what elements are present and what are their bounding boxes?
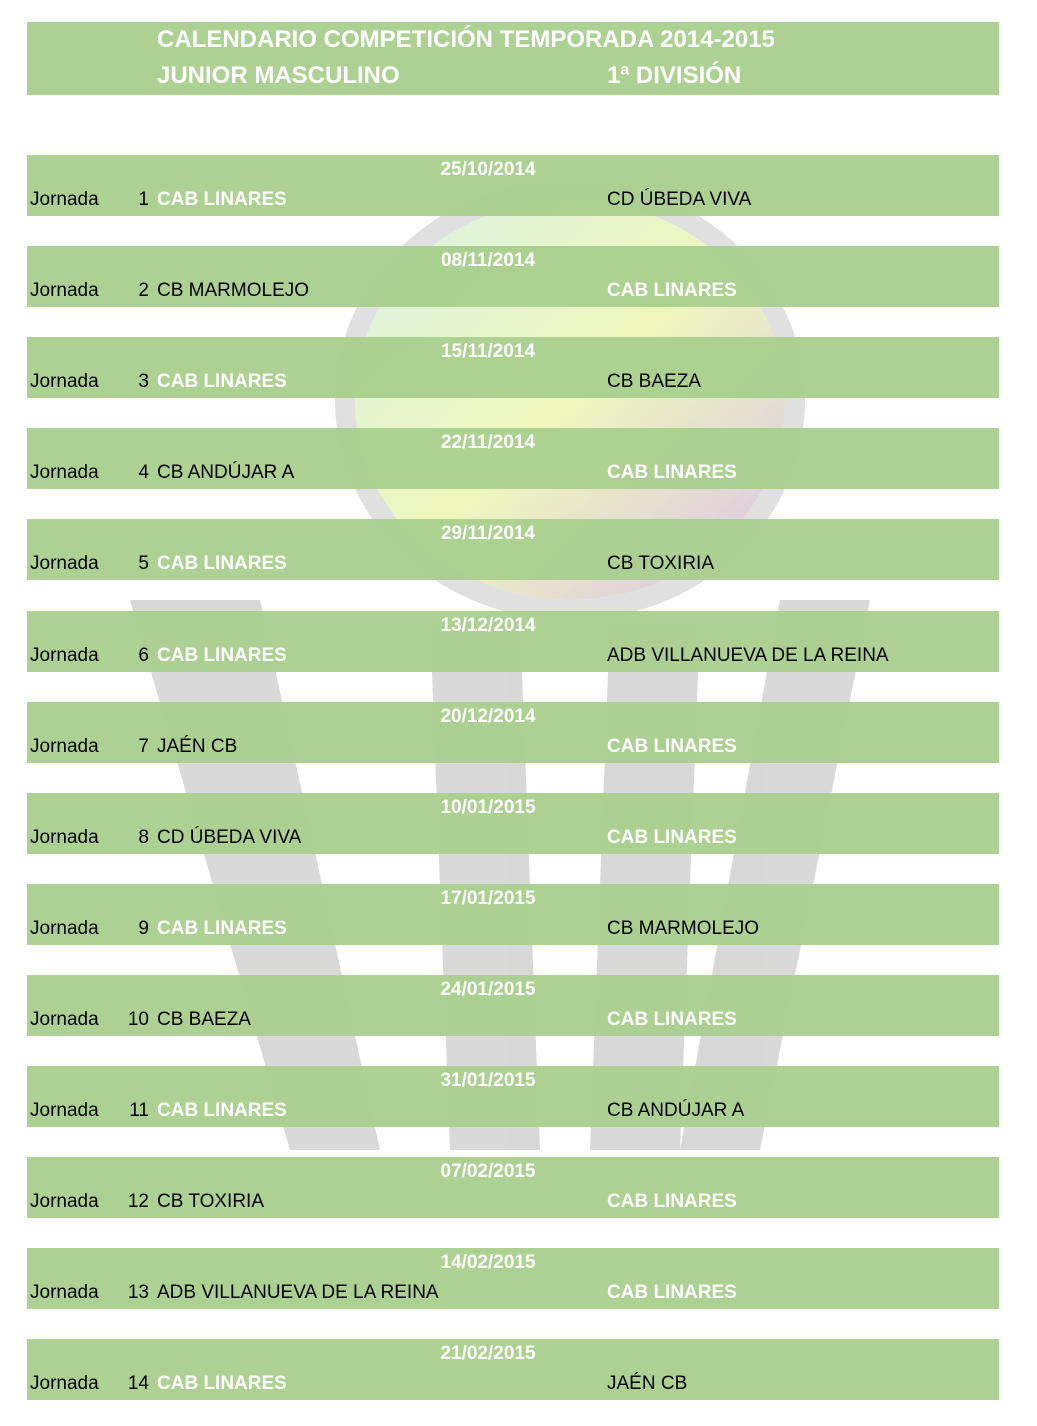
division-label: 1ª DIVISIÓN xyxy=(607,62,742,89)
away-team: JAÉN CB xyxy=(607,1373,688,1395)
match-row: 08/11/2014 Jornada 2 CB MARMOLEJO CAB LI… xyxy=(27,246,999,308)
jornada-number: 6 xyxy=(138,644,149,666)
home-team: CAB LINARES xyxy=(157,553,287,575)
home-team: CB BAEZA xyxy=(157,1008,251,1030)
home-team: CAB LINARES xyxy=(157,189,287,210)
match-date: 20/12/2014 xyxy=(440,705,536,727)
jornada-number: 8 xyxy=(138,826,149,848)
match-row: 10/01/2015 Jornada 8 CD ÚBEDA VIVA CAB L… xyxy=(27,792,999,854)
jornada-label: Jornada xyxy=(30,1191,99,1213)
title-banner: CALENDARIO COMPETICIÓN TEMPORADA 2014-20… xyxy=(27,22,999,95)
jornada-number: 1 xyxy=(138,189,149,210)
home-team: CB TOXIRIA xyxy=(157,1191,264,1213)
match-row: 17/01/2015 Jornada 9 CAB LINARES CB MARM… xyxy=(27,883,999,945)
home-team: CD ÚBEDA VIVA xyxy=(157,826,302,848)
jornada-number: 9 xyxy=(138,917,149,939)
match-date: 07/02/2015 xyxy=(440,1161,536,1183)
home-team: JAÉN CB xyxy=(157,735,238,757)
match-row: 22/11/2014 Jornada 4 CB ANDÚJAR A CAB LI… xyxy=(27,428,999,490)
away-team: CAB LINARES xyxy=(607,735,737,757)
away-team: CB MARMOLEJO xyxy=(607,917,760,939)
jornada-label: Jornada xyxy=(30,371,99,393)
match-date: 17/01/2015 xyxy=(440,887,536,909)
match-row: 29/11/2014 Jornada 5 CAB LINARES CB TOXI… xyxy=(27,519,999,581)
jornada-label: Jornada xyxy=(30,462,99,484)
category-label: JUNIOR MASCULINO xyxy=(157,62,400,89)
match-row: 13/12/2014 Jornada 6 CAB LINARES ADB VIL… xyxy=(27,610,999,672)
jornada-number: 11 xyxy=(129,1100,149,1121)
match-date: 24/01/2015 xyxy=(440,978,536,1000)
jornada-number: 10 xyxy=(127,1008,149,1030)
jornada-label: Jornada xyxy=(30,826,99,848)
match-date: 10/01/2015 xyxy=(440,796,536,818)
match-date: 29/11/2014 xyxy=(440,523,536,545)
jornada-label: Jornada xyxy=(30,917,99,939)
match-row: 07/02/2015 Jornada 12 CB TOXIRIA CAB LIN… xyxy=(27,1157,999,1219)
match-date: 25/10/2014 xyxy=(440,159,536,180)
jornada-number: 12 xyxy=(127,1191,149,1213)
away-team: CD ÚBEDA VIVA xyxy=(607,189,752,210)
jornada-label: Jornada xyxy=(30,280,99,302)
home-team: CAB LINARES xyxy=(157,371,287,393)
jornada-label: Jornada xyxy=(30,1100,99,1121)
away-team: CAB LINARES xyxy=(607,462,737,484)
home-team: ADB VILLANUEVA DE LA REINA xyxy=(157,1282,439,1304)
match-date: 15/11/2014 xyxy=(440,341,536,363)
away-team: CAB LINARES xyxy=(607,1008,737,1030)
away-team: CB ANDÚJAR A xyxy=(607,1100,745,1121)
match-row: 24/01/2015 Jornada 10 CB BAEZA CAB LINAR… xyxy=(27,974,999,1036)
match-date: 22/11/2014 xyxy=(440,432,536,454)
match-row: 20/12/2014 Jornada 7 JAÉN CB CAB LINARES xyxy=(27,701,999,763)
match-date: 08/11/2014 xyxy=(440,250,536,272)
home-team: CB ANDÚJAR A xyxy=(157,462,295,484)
match-row: 31/01/2015 Jornada 11 CAB LINARES CB AND… xyxy=(27,1066,999,1127)
home-team: CAB LINARES xyxy=(157,917,287,939)
jornada-label: Jornada xyxy=(30,1373,99,1395)
jornada-number: 13 xyxy=(127,1282,149,1304)
match-row: 14/02/2015 Jornada 13 ADB VILLANUEVA DE … xyxy=(27,1248,999,1310)
home-team: CAB LINARES xyxy=(157,644,287,666)
home-team: CAB LINARES xyxy=(157,1100,287,1121)
jornada-label: Jornada xyxy=(30,644,99,666)
jornada-number: 14 xyxy=(127,1373,149,1395)
away-team: ADB VILLANUEVA DE LA REINA xyxy=(607,644,889,666)
away-team: CAB LINARES xyxy=(607,280,737,302)
away-team: CAB LINARES xyxy=(607,1191,737,1213)
jornada-label: Jornada xyxy=(30,1008,99,1030)
jornada-number: 3 xyxy=(138,371,149,393)
page-title: CALENDARIO COMPETICIÓN TEMPORADA 2014-20… xyxy=(157,26,775,53)
away-team: CB TOXIRIA xyxy=(607,553,714,575)
jornada-number: 7 xyxy=(138,735,149,757)
jornada-number: 2 xyxy=(138,280,149,302)
match-date: 21/02/2015 xyxy=(440,1343,536,1365)
home-team: CAB LINARES xyxy=(157,1373,287,1395)
jornada-label: Jornada xyxy=(30,189,99,210)
match-row: 25/10/2014 Jornada 1 CAB LINARES CD ÚBED… xyxy=(27,155,999,216)
match-date: 14/02/2015 xyxy=(440,1252,536,1274)
away-team: CAB LINARES xyxy=(607,826,737,848)
match-date: 31/01/2015 xyxy=(440,1070,536,1091)
away-team: CAB LINARES xyxy=(607,1282,737,1304)
home-team: CB MARMOLEJO xyxy=(157,280,310,302)
jornada-number: 5 xyxy=(138,553,149,575)
match-date: 13/12/2014 xyxy=(440,614,536,636)
jornada-number: 4 xyxy=(138,462,149,484)
jornada-label: Jornada xyxy=(30,735,99,757)
jornada-label: Jornada xyxy=(30,553,99,575)
match-row: 21/02/2015 Jornada 14 CAB LINARES JAÉN C… xyxy=(27,1339,999,1401)
match-row: 15/11/2014 Jornada 3 CAB LINARES CB BAEZ… xyxy=(27,337,999,399)
jornada-label: Jornada xyxy=(30,1282,99,1304)
away-team: CB BAEZA xyxy=(607,371,701,393)
